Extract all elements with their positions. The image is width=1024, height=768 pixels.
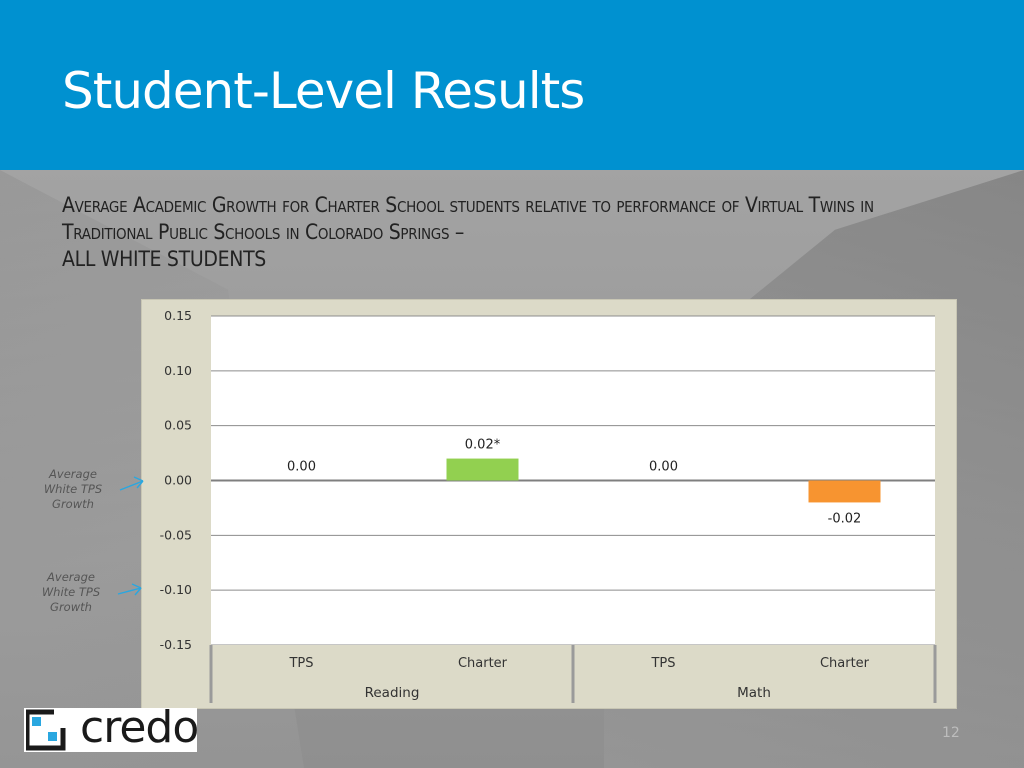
y-tick-label: 0.00 <box>164 473 192 488</box>
annotation-line: Average <box>49 467 97 481</box>
data-label: 0.00 <box>287 460 316 475</box>
credo-logo-text: credo <box>80 702 199 753</box>
chart-subtitle: Average Academic Growth for Charter Scho… <box>62 192 942 273</box>
data-label: 0.02* <box>465 438 501 453</box>
annotation-math-tps: Average White TPS Growth <box>31 570 111 615</box>
y-tick-label: 0.05 <box>164 418 192 433</box>
annotation-line: White TPS <box>41 585 101 599</box>
x-tick-label: Charter <box>458 656 508 671</box>
data-label: 0.00 <box>649 460 678 475</box>
y-tick-label: -0.15 <box>160 637 192 652</box>
y-tick-label: -0.05 <box>160 527 192 542</box>
x-tick-label: TPS <box>650 656 675 671</box>
bar-reading-charter <box>446 458 519 481</box>
chart-frame: 0.15 0.10 0.05 0.00 -0.05 -0.10 -0.15 0.00 TPS 0.… <box>141 299 957 709</box>
page-number: 12 <box>942 725 960 741</box>
annotation-line: White TPS <box>43 482 103 496</box>
y-tick-label: 0.15 <box>164 308 192 323</box>
bar-chart: 0.15 0.10 0.05 0.00 -0.05 -0.10 -0.15 0.00 TPS 0.… <box>160 308 937 703</box>
annotation-line: Growth <box>52 497 94 511</box>
subtitle-line-1: Average Academic Growth for Charter Scho… <box>62 193 874 244</box>
data-label: -0.02 <box>828 511 862 526</box>
x-tick-label: TPS <box>288 656 313 671</box>
title-banner: Student-Level Results <box>0 0 1024 170</box>
credo-logo-mark-icon <box>26 708 68 751</box>
group-label: Math <box>737 685 771 701</box>
bar-math-charter <box>808 480 881 503</box>
y-tick-label: -0.10 <box>160 582 192 597</box>
subtitle-line-2: ALL WHITE STUDENTS <box>62 247 267 271</box>
annotation-line: Growth <box>50 600 92 614</box>
y-tick-label: 0.10 <box>164 363 192 378</box>
credo-logo: credo <box>24 702 199 753</box>
x-tick-label: Charter <box>820 656 870 671</box>
group-label: Reading <box>365 685 420 701</box>
annotation-line: Average <box>47 570 95 584</box>
annotation-reading-tps: Average White TPS Growth <box>33 467 113 512</box>
page-title: Student-Level Results <box>62 62 585 120</box>
